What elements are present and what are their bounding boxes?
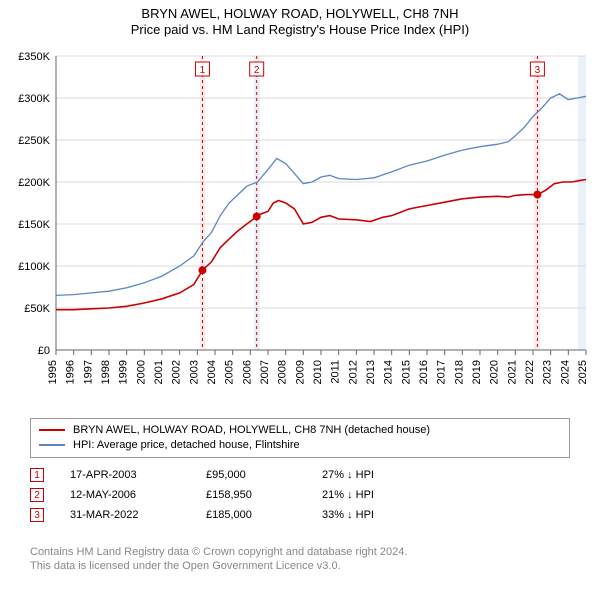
events-table: 1 17-APR-2003 £95,000 27% ↓ HPI 2 12-MAY-2006… (30, 462, 570, 528)
x-tick-label: 2001 (153, 360, 165, 384)
legend-swatch (39, 444, 65, 446)
legend-label: BRYN AWEL, HOLWAY ROAD, HOLYWELL, CH8 7N… (73, 423, 430, 438)
y-tick-label: £350K (18, 51, 50, 63)
x-tick-label: 2019 (471, 360, 483, 384)
trailing-band (578, 56, 586, 350)
x-tick-label: 2005 (224, 360, 236, 384)
event-date: 17-APR-2003 (70, 469, 180, 481)
event-marker-number: 1 (200, 65, 206, 76)
event-delta: 33% ↓ HPI (322, 509, 442, 521)
x-tick-label: 2021 (506, 360, 518, 384)
x-tick-label: 2014 (383, 360, 395, 384)
y-tick-label: £250K (18, 135, 50, 147)
footer-line-2: This data is licensed under the Open Gov… (30, 559, 570, 573)
x-tick-label: 2022 (524, 360, 536, 384)
y-tick-label: £50K (24, 303, 50, 315)
event-marker-number: 3 (535, 65, 541, 76)
x-tick-label: 2008 (277, 360, 289, 384)
x-tick-label: 1999 (118, 360, 130, 384)
x-tick-label: 2006 (241, 360, 253, 384)
y-tick-label: £100K (18, 261, 50, 273)
footer: Contains HM Land Registry data © Crown c… (30, 545, 570, 574)
event-dot (198, 266, 206, 274)
chart: £0 £50K £100K £150K £200K £250K £300K £350K 1995… (8, 48, 592, 408)
x-tick-label: 2010 (312, 360, 324, 384)
x-tick-label: 2000 (135, 360, 147, 384)
x-tick-label: 1995 (47, 360, 59, 384)
x-tick-label: 2004 (206, 360, 218, 384)
x-tick-label: 2002 (171, 360, 183, 384)
legend: BRYN AWEL, HOLWAY ROAD, HOLYWELL, CH8 7N… (30, 418, 570, 458)
y-tick-label: £0 (38, 345, 50, 357)
x-tick-label: 1998 (100, 360, 112, 384)
title-subtitle: Price paid vs. HM Land Registry's House … (0, 22, 600, 38)
x-tick-label: 2013 (365, 360, 377, 384)
event-date: 12-MAY-2006 (70, 489, 180, 501)
x-tick-label: 2003 (188, 360, 200, 384)
event-price: £95,000 (206, 469, 296, 481)
event-marker: 1 (30, 468, 44, 482)
event-date: 31-MAR-2022 (70, 509, 180, 521)
x-tick-label: 2011 (330, 360, 342, 384)
event-delta: 27% ↓ HPI (322, 469, 442, 481)
event-dot (533, 191, 541, 199)
event-price: £158,950 (206, 489, 296, 501)
x-tick-label: 2020 (489, 360, 501, 384)
x-tick-label: 2015 (400, 360, 412, 384)
footer-line-1: Contains HM Land Registry data © Crown c… (30, 545, 570, 559)
chart-svg: £0 £50K £100K £150K £200K £250K £300K £350K 1995… (8, 48, 592, 408)
y-tick-label: £150K (18, 219, 50, 231)
x-tick-label: 2024 (559, 360, 571, 384)
x-tick-label: 2016 (418, 360, 430, 384)
event-row: 1 17-APR-2003 £95,000 27% ↓ HPI (30, 468, 570, 482)
legend-label: HPI: Average price, detached house, Flin… (73, 438, 300, 453)
y-tick-label: £200K (18, 177, 50, 189)
legend-row: BRYN AWEL, HOLWAY ROAD, HOLYWELL, CH8 7N… (39, 423, 561, 438)
x-tick-label: 2025 (577, 360, 589, 384)
x-tick-label: 2023 (542, 360, 554, 384)
y-tick-label: £300K (18, 93, 50, 105)
x-tick-label: 2017 (436, 360, 448, 384)
event-row: 2 12-MAY-2006 £158,950 21% ↓ HPI (30, 488, 570, 502)
title-address: BRYN AWEL, HOLWAY ROAD, HOLYWELL, CH8 7N… (0, 6, 600, 22)
plot-area (56, 56, 586, 350)
legend-row: HPI: Average price, detached house, Flin… (39, 438, 561, 453)
event-marker-number: 2 (254, 65, 260, 76)
x-tick-label: 1996 (65, 360, 77, 384)
page: BRYN AWEL, HOLWAY ROAD, HOLYWELL, CH8 7N… (0, 0, 600, 590)
x-tick-label: 2018 (453, 360, 465, 384)
event-dot (253, 212, 261, 220)
event-price: £185,000 (206, 509, 296, 521)
x-tick-label: 2009 (294, 360, 306, 384)
event-marker: 3 (30, 508, 44, 522)
x-tick-label: 2012 (347, 360, 359, 384)
event-marker: 2 (30, 488, 44, 502)
event-delta: 21% ↓ HPI (322, 489, 442, 501)
x-tick-label: 1997 (82, 360, 94, 384)
title-block: BRYN AWEL, HOLWAY ROAD, HOLYWELL, CH8 7N… (0, 0, 600, 39)
x-tick-label: 2007 (259, 360, 271, 384)
event-row: 3 31-MAR-2022 £185,000 33% ↓ HPI (30, 508, 570, 522)
legend-swatch (39, 429, 65, 431)
